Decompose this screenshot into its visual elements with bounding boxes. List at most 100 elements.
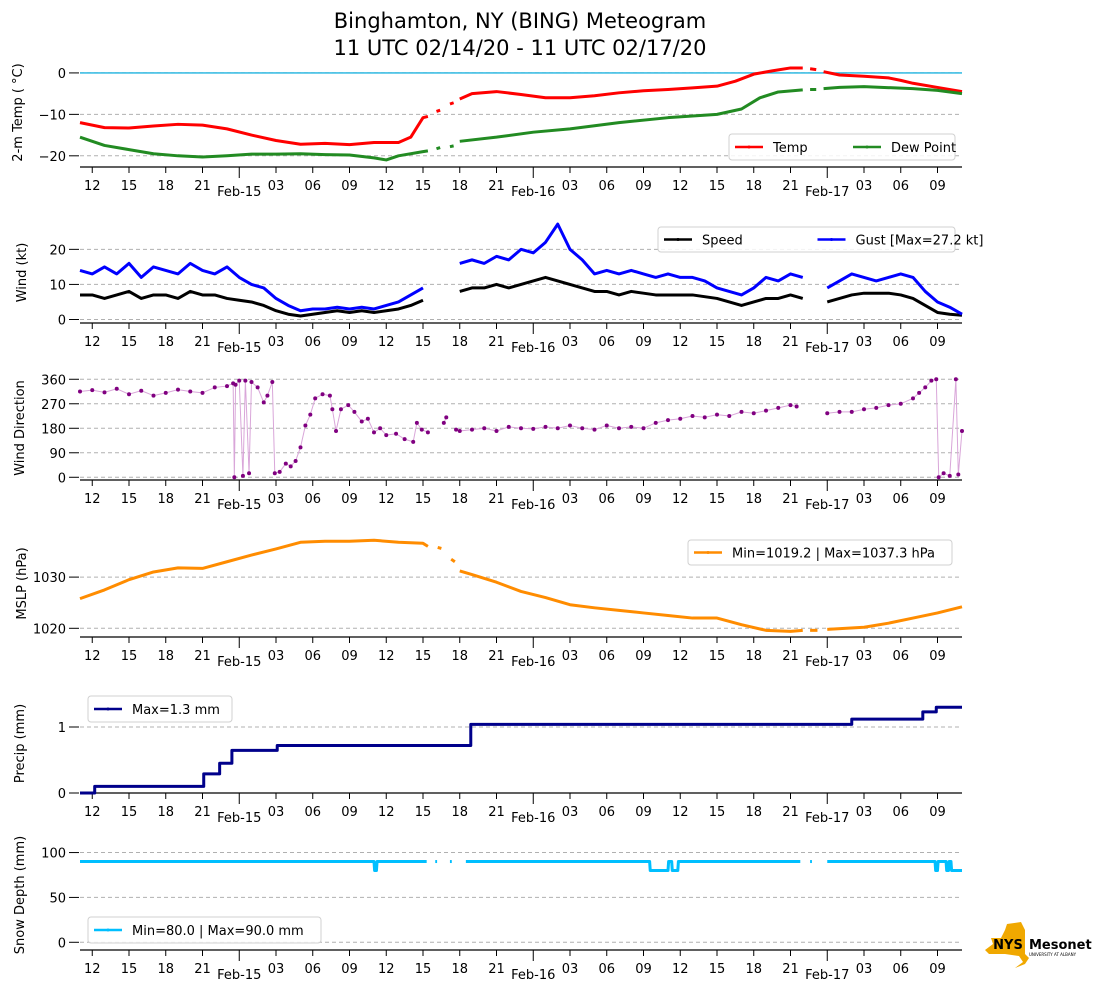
x-tick-label: 12 — [378, 179, 395, 194]
data-point — [953, 377, 958, 382]
x-tick-label: 12 — [672, 179, 689, 194]
panel-wdir: 360 270 180 90 0 Wind Direction 12 15 18 21 Feb-15… — [13, 373, 964, 513]
data-point — [212, 385, 217, 390]
data-point — [531, 426, 536, 431]
x-tick-label: 18 — [451, 805, 468, 820]
x-tick-label: 18 — [157, 335, 174, 350]
y-tick-label: 20 — [49, 243, 66, 258]
x-tick-label: 15 — [709, 492, 726, 507]
y-tick-label: 10 — [49, 278, 66, 293]
data-point — [898, 401, 903, 406]
data-point — [837, 409, 842, 414]
data-point — [308, 412, 313, 417]
x-tick-label: 09 — [929, 805, 946, 820]
x-tick-label: 03 — [268, 179, 285, 194]
legend-label: Speed — [702, 234, 743, 249]
legend-marker — [830, 238, 833, 241]
data-point — [568, 423, 572, 428]
data-point — [666, 418, 670, 423]
data-point — [151, 393, 156, 398]
y-tick-label: 100 — [41, 847, 66, 862]
series-line-min=80.0 — [827, 860, 962, 873]
x-tick-label: 21 — [194, 805, 211, 820]
y-axis-label: Precip (mm) — [13, 704, 28, 783]
y-tick-label: 1 — [58, 721, 66, 736]
legend-box — [687, 539, 953, 566]
data-point — [270, 379, 275, 384]
series-line-max=1.3 — [80, 705, 962, 795]
x-tick-label: 09 — [341, 805, 358, 820]
data-point — [232, 475, 237, 480]
y-tick-label: 270 — [41, 398, 66, 413]
x-tick-label: 12 — [84, 805, 101, 820]
x-tick-label: 21 — [194, 492, 211, 507]
data-point — [303, 423, 308, 428]
data-point — [482, 426, 487, 431]
data-point — [114, 386, 119, 391]
x-tick-label: 18 — [157, 179, 174, 194]
data-point — [327, 393, 332, 398]
data-point — [255, 385, 260, 390]
x-date-label: Feb-17 — [805, 498, 849, 513]
x-tick-label: 21 — [194, 335, 211, 350]
x-tick-label: 09 — [341, 179, 358, 194]
x-tick-label: 09 — [929, 649, 946, 664]
series-line-speed — [459, 275, 804, 307]
data-point — [378, 426, 383, 431]
x-date-label: Feb-16 — [511, 655, 555, 670]
data-point — [249, 379, 254, 384]
data-point — [956, 472, 961, 477]
series-line-dew — [823, 85, 963, 96]
x-tick-label: 12 — [84, 179, 101, 194]
x-tick-label: 03 — [856, 179, 873, 194]
x-date-label: Feb-16 — [511, 498, 555, 513]
data-point — [739, 409, 744, 414]
panel-temp: 0 −10 −20 2-m Temp ( °C) 12 15 18 21 Feb-15 03 06 0… — [11, 63, 963, 200]
x-date-label: Feb-17 — [805, 811, 849, 826]
data-point — [225, 384, 229, 389]
data-point — [936, 475, 941, 480]
data-point — [715, 412, 719, 417]
y-axis-label: Wind (kt) — [15, 243, 30, 303]
data-point — [690, 414, 695, 419]
x-tick-label: 21 — [488, 179, 505, 194]
data-point — [947, 473, 952, 478]
x-tick-label: 06 — [892, 805, 909, 820]
x-tick-label: 06 — [892, 335, 909, 350]
data-point — [519, 426, 523, 431]
x-tick-label: 03 — [856, 492, 873, 507]
panel-precip: 1 0 Precip (mm) 12 15 18 21 Feb-15 03 06 09 12 15 18 2… — [13, 695, 962, 826]
x-tick-label: 12 — [84, 962, 101, 977]
data-point — [825, 411, 830, 416]
x-tick-label: 12 — [378, 649, 395, 664]
x-tick-label: 12 — [672, 492, 689, 507]
x-date-label: Feb-17 — [805, 968, 849, 983]
data-point — [929, 378, 934, 383]
chart-title-line2: 11 UTC 02/14/20 - 11 UTC 02/17/20 — [334, 36, 707, 60]
data-point — [359, 419, 364, 424]
y-tick-label: 0 — [58, 67, 66, 82]
x-tick-label: 09 — [341, 649, 358, 664]
legend-snow: Min=80.0 | Max=90.0 mm — [87, 916, 322, 944]
data-point — [283, 461, 288, 466]
data-point — [506, 424, 511, 429]
x-tick-label: 21 — [194, 179, 211, 194]
x-tick-label: 15 — [121, 962, 138, 977]
data-point — [874, 405, 879, 410]
data-point — [592, 427, 597, 432]
x-tick-label: 15 — [121, 179, 138, 194]
data-point — [365, 416, 370, 421]
x-tick-label: 03 — [562, 492, 579, 507]
series-line-temp — [459, 66, 803, 101]
x-tick-label: 03 — [856, 805, 873, 820]
data-point — [163, 390, 168, 395]
x-date-label: Feb-16 — [511, 341, 555, 356]
legend-label: Temp — [772, 141, 808, 156]
x-tick-label: 03 — [562, 649, 579, 664]
series-line-min=1019.2 — [437, 545, 442, 550]
data-point — [176, 387, 180, 392]
x-tick-label: 06 — [892, 649, 909, 664]
x-tick-label: 03 — [268, 492, 285, 507]
